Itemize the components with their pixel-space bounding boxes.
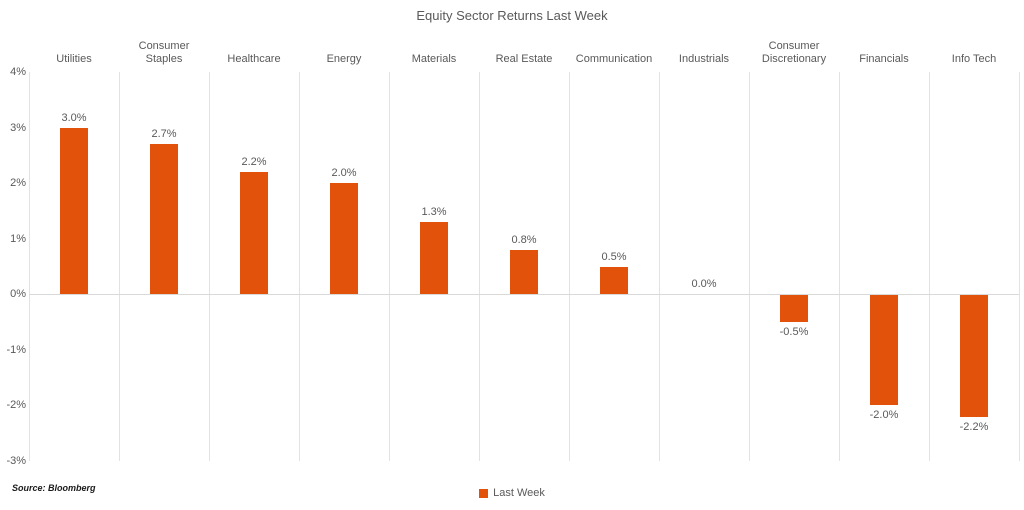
- category-label: Financials: [859, 53, 909, 65]
- vertical-gridline: [749, 72, 750, 461]
- vertical-gridline: [299, 72, 300, 461]
- data-value-label: 1.3%: [421, 206, 447, 219]
- data-bar: [60, 127, 88, 295]
- data-value-label: 0.5%: [601, 250, 627, 263]
- y-axis-tick-label: -2%: [6, 399, 26, 412]
- y-axis-tick-label: 0%: [10, 288, 26, 301]
- data-bar: [960, 295, 988, 417]
- data-bar: [240, 172, 268, 295]
- category-label: Info Tech: [951, 53, 997, 65]
- legend-label: Last Week: [493, 487, 545, 499]
- vertical-gridline: [479, 72, 480, 461]
- category-label: Consumer Staples: [138, 40, 190, 65]
- vertical-gridline: [839, 72, 840, 461]
- data-value-label: -2.2%: [959, 420, 989, 433]
- y-axis-tick-label: 4%: [10, 66, 26, 78]
- chart-title: Equity Sector Returns Last Week: [416, 8, 608, 23]
- data-bar: [780, 295, 808, 323]
- data-bar: [330, 183, 358, 295]
- category-label: Industrials: [678, 53, 730, 65]
- vertical-gridline: [29, 72, 30, 461]
- data-bar: [420, 222, 448, 295]
- vertical-gridline: [209, 72, 210, 461]
- y-axis-tick-label: -3%: [6, 455, 26, 467]
- data-value-label: 0.0%: [691, 278, 717, 291]
- vertical-gridline: [1019, 72, 1020, 461]
- legend-swatch-icon: [479, 488, 489, 498]
- data-bar: [870, 295, 898, 406]
- data-bar: [150, 144, 178, 295]
- category-label: Consumer Discretionary: [761, 40, 827, 65]
- category-label: Materials: [411, 53, 457, 65]
- data-value-label: 3.0%: [61, 111, 87, 124]
- y-axis-tick-label: 1%: [10, 232, 26, 245]
- legend: Last Week: [0, 487, 1024, 499]
- y-axis-tick-label: 2%: [10, 177, 26, 190]
- category-label: Communication: [575, 53, 653, 65]
- category-label: Energy: [326, 53, 362, 65]
- category-label: Real Estate: [495, 53, 553, 65]
- data-value-label: 2.0%: [331, 167, 357, 180]
- category-label: Utilities: [56, 53, 92, 65]
- vertical-gridline: [119, 72, 120, 461]
- y-axis-tick-label: -1%: [6, 343, 26, 356]
- data-bar: [600, 266, 628, 295]
- zero-axis-line: [29, 294, 1019, 295]
- category-label: Healthcare: [227, 53, 281, 65]
- vertical-gridline: [659, 72, 660, 461]
- vertical-gridline: [389, 72, 390, 461]
- data-value-label: 2.7%: [151, 128, 177, 141]
- data-value-label: -2.0%: [869, 409, 899, 422]
- data-value-label: 0.8%: [511, 233, 537, 246]
- vertical-gridline: [569, 72, 570, 461]
- y-axis-tick-label: 3%: [10, 121, 26, 134]
- source-note: Source: Bloomberg: [12, 483, 96, 493]
- data-value-label: -0.5%: [779, 326, 809, 339]
- data-value-label: 2.2%: [241, 156, 267, 169]
- data-bar: [510, 249, 538, 295]
- vertical-gridline: [929, 72, 930, 461]
